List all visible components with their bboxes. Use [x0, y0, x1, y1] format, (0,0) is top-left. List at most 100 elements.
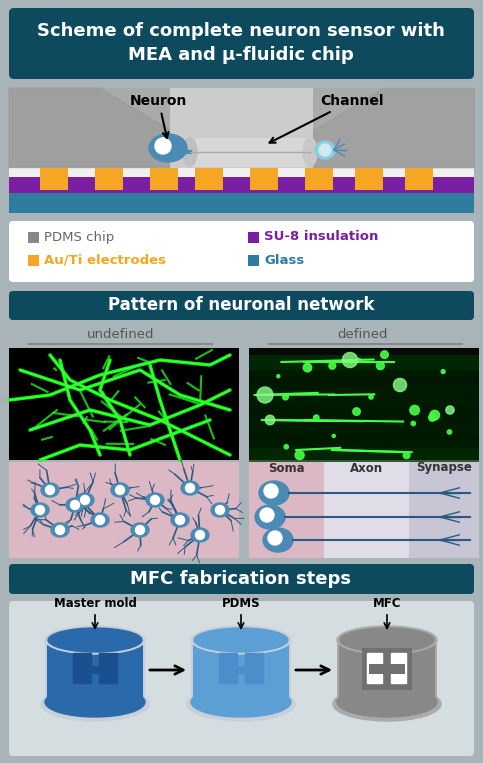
- Polygon shape: [9, 88, 170, 167]
- Bar: [73, 666, 117, 674]
- Circle shape: [342, 353, 357, 368]
- Polygon shape: [391, 653, 406, 683]
- FancyBboxPatch shape: [5, 85, 478, 215]
- Circle shape: [185, 484, 195, 492]
- Bar: [170, 88, 313, 168]
- FancyBboxPatch shape: [5, 561, 478, 596]
- Polygon shape: [219, 653, 237, 683]
- Bar: [249, 370, 479, 420]
- Bar: [191, 638, 291, 700]
- Ellipse shape: [211, 503, 229, 517]
- FancyBboxPatch shape: [9, 564, 474, 594]
- Polygon shape: [313, 88, 474, 167]
- FancyBboxPatch shape: [5, 598, 478, 758]
- Circle shape: [215, 506, 225, 514]
- Bar: [9, 193, 474, 213]
- Bar: [305, 168, 333, 190]
- Ellipse shape: [340, 628, 434, 652]
- Bar: [369, 664, 405, 674]
- Ellipse shape: [263, 528, 293, 552]
- Circle shape: [283, 394, 288, 400]
- Text: Au/Ti electrodes: Au/Ti electrodes: [44, 253, 166, 266]
- Bar: [249, 462, 479, 558]
- FancyBboxPatch shape: [5, 323, 478, 558]
- Bar: [47, 642, 143, 700]
- Bar: [28, 232, 39, 243]
- Ellipse shape: [259, 481, 289, 505]
- Ellipse shape: [41, 483, 59, 497]
- FancyBboxPatch shape: [9, 601, 474, 756]
- Circle shape: [115, 485, 125, 494]
- Bar: [40, 168, 68, 190]
- Bar: [219, 666, 263, 674]
- Text: Axon: Axon: [349, 462, 383, 475]
- Circle shape: [313, 415, 319, 420]
- Circle shape: [441, 369, 445, 374]
- Circle shape: [411, 421, 415, 426]
- Polygon shape: [313, 88, 474, 167]
- Circle shape: [196, 530, 204, 539]
- Text: Master mold: Master mold: [54, 597, 136, 610]
- Circle shape: [257, 387, 273, 403]
- Text: undefined: undefined: [87, 329, 155, 342]
- FancyBboxPatch shape: [9, 88, 474, 212]
- Bar: [249, 385, 479, 407]
- Bar: [337, 638, 437, 700]
- Polygon shape: [73, 653, 91, 683]
- Circle shape: [376, 362, 384, 370]
- Text: SU-8 insulation: SU-8 insulation: [264, 230, 378, 243]
- Ellipse shape: [337, 687, 437, 717]
- Circle shape: [56, 526, 65, 535]
- Ellipse shape: [171, 513, 189, 527]
- Ellipse shape: [187, 687, 295, 721]
- Bar: [150, 168, 178, 190]
- Polygon shape: [99, 653, 117, 683]
- Polygon shape: [367, 653, 382, 683]
- FancyBboxPatch shape: [5, 288, 478, 321]
- Text: Soma: Soma: [268, 462, 304, 475]
- FancyBboxPatch shape: [5, 5, 478, 82]
- Ellipse shape: [48, 628, 142, 652]
- Bar: [9, 462, 239, 558]
- Ellipse shape: [183, 137, 197, 166]
- Circle shape: [332, 434, 335, 437]
- Ellipse shape: [131, 523, 149, 537]
- Ellipse shape: [66, 498, 84, 512]
- Bar: [195, 168, 223, 190]
- Circle shape: [35, 506, 44, 514]
- Circle shape: [303, 363, 312, 372]
- FancyBboxPatch shape: [5, 218, 478, 285]
- Bar: [95, 168, 123, 190]
- Circle shape: [81, 495, 89, 504]
- Bar: [249, 440, 479, 462]
- Circle shape: [136, 526, 144, 535]
- Circle shape: [155, 138, 171, 154]
- Ellipse shape: [51, 523, 69, 537]
- Ellipse shape: [315, 141, 335, 159]
- Ellipse shape: [194, 628, 288, 652]
- Ellipse shape: [303, 137, 317, 166]
- Polygon shape: [245, 653, 263, 683]
- Bar: [362, 648, 412, 690]
- Text: MFC: MFC: [373, 597, 401, 610]
- Circle shape: [329, 362, 336, 369]
- Bar: [248, 255, 259, 266]
- Circle shape: [353, 407, 360, 415]
- Ellipse shape: [255, 505, 285, 529]
- Text: PDMS: PDMS: [222, 597, 260, 610]
- Text: Synapse: Synapse: [416, 462, 472, 475]
- Circle shape: [430, 410, 440, 420]
- Bar: [28, 343, 213, 345]
- Text: Glass: Glass: [264, 253, 304, 266]
- Circle shape: [151, 495, 159, 504]
- Circle shape: [381, 351, 388, 359]
- Ellipse shape: [41, 687, 149, 721]
- Circle shape: [265, 415, 275, 425]
- Text: Channel: Channel: [270, 94, 384, 143]
- Circle shape: [277, 375, 280, 378]
- Ellipse shape: [181, 481, 199, 495]
- Circle shape: [71, 501, 80, 510]
- FancyBboxPatch shape: [9, 221, 474, 282]
- Bar: [45, 638, 145, 700]
- Text: Pattern of neuronal network: Pattern of neuronal network: [108, 296, 374, 314]
